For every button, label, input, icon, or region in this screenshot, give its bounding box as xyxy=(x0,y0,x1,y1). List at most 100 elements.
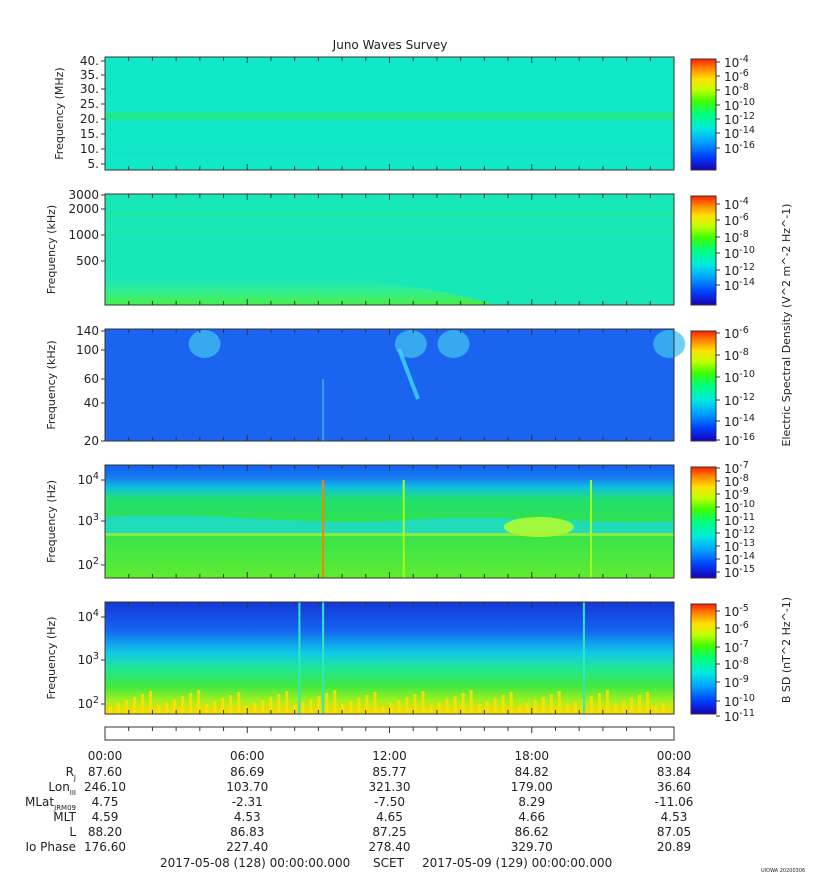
ephemeris-value: 4.59 xyxy=(92,810,119,824)
time-label: 00:00 xyxy=(657,749,692,763)
low-frequency-spike xyxy=(421,691,425,714)
low-frequency-spike xyxy=(157,705,161,714)
low-frequency-spike xyxy=(197,690,201,714)
y-tick-label: 103 xyxy=(78,512,99,528)
colorbar-label: Electric Spectral Density (V^2 m^-2 Hz^-… xyxy=(780,204,793,447)
y-tick-label: 5. xyxy=(88,157,99,171)
low-frequency-spike xyxy=(613,704,617,714)
colorbar-tick-label: 10-14 xyxy=(724,125,755,141)
ephemeris-value: 36.60 xyxy=(657,780,691,794)
ephemeris-value: 321.30 xyxy=(369,780,411,794)
colorbar-tick-label: 10-7 xyxy=(724,460,749,476)
colorbar-tick-label: 10-12 xyxy=(724,392,755,408)
spectrogram-panel-4: 104 103 102 Frequency (Hz) 10-710-810-910-10… xyxy=(45,460,755,580)
ephemeris-value: 87.05 xyxy=(657,825,691,839)
y-tick-label: 100 xyxy=(76,343,99,357)
ephemeris-value: 8.29 xyxy=(518,795,545,809)
ephemeris-value: 86.83 xyxy=(230,825,264,839)
ephemeris-value: -7.50 xyxy=(374,795,405,809)
low-frequency-spike xyxy=(517,706,521,714)
low-frequency-spike xyxy=(637,695,641,714)
low-frequency-spike xyxy=(445,699,449,714)
footer-end: 2017-05-09 (129) 00:00:00.000 xyxy=(422,856,612,870)
colorbar-label: B SD (nT^2 Hz^-1) xyxy=(780,597,793,703)
low-frequency-spike xyxy=(181,696,185,714)
low-frequency-spike xyxy=(125,700,129,714)
low-frequency-spike xyxy=(149,691,153,714)
ephemeris-value: 85.77 xyxy=(372,765,406,779)
radio-burst xyxy=(188,330,221,358)
emission-band xyxy=(105,533,674,536)
y-axis-label: Frequency (Hz) xyxy=(45,617,58,700)
low-frequency-spike xyxy=(293,705,297,714)
low-frequency-spike xyxy=(437,702,441,714)
low-frequency-spike xyxy=(509,692,513,714)
ephemeris-row-label: MLT xyxy=(53,810,76,824)
low-frequency-spike xyxy=(501,695,505,714)
low-frequency-spike xyxy=(117,703,121,714)
ephemeris-value: 4.53 xyxy=(661,810,688,824)
ephemeris-value: 329.70 xyxy=(511,840,553,854)
ephemeris-value: 4.65 xyxy=(376,810,403,824)
ephemeris-row-label: L xyxy=(69,825,76,839)
low-frequency-spike xyxy=(589,696,593,714)
figure-title: Juno Waves Survey xyxy=(332,38,448,52)
ephemeris-value: 4.66 xyxy=(518,810,545,824)
low-frequency-spike xyxy=(277,694,281,714)
low-frequency-spike xyxy=(261,700,265,714)
colorbar-tick-label: 10-14 xyxy=(724,277,755,293)
footer-scet: SCET xyxy=(373,856,405,870)
low-frequency-spike xyxy=(565,705,569,714)
low-frequency-spike xyxy=(573,702,577,714)
low-frequency-spike xyxy=(461,693,465,714)
colorbar-tick-label: 10-8 xyxy=(724,82,749,98)
low-frequency-spike xyxy=(541,697,545,714)
y-tick-label: 35. xyxy=(80,68,99,82)
colorbar-tick-label: 10-8 xyxy=(724,229,749,245)
y-tick-label: 103 xyxy=(78,651,99,667)
low-frequency-spike xyxy=(269,697,273,714)
low-frequency-spike xyxy=(109,706,112,714)
ephemeris-row-label: LonIII xyxy=(48,780,76,797)
colorbar-tick-label: 10-16 xyxy=(724,432,755,448)
spectrogram-panel-3: 140 100 60 40 20 Frequency (kHz) 10-6 10-8 10-10… xyxy=(45,324,755,448)
y-tick-label: 30. xyxy=(80,82,99,96)
y-tick-label: 60 xyxy=(84,372,99,386)
low-frequency-spike xyxy=(357,698,361,714)
ephemeris-row-label: MLatJRM09 xyxy=(25,795,76,812)
radio-burst xyxy=(437,330,470,358)
colorbar-tick-label: 10-5 xyxy=(724,603,749,619)
colorbar: 10-710-810-910-1010-1110-1210-1310-1410-… xyxy=(690,460,755,580)
colorbar-tick-label: 10-14 xyxy=(724,413,755,429)
low-frequency-spike xyxy=(621,701,625,714)
ephemeris-value: 176.60 xyxy=(84,840,126,854)
radio-burst xyxy=(653,330,686,358)
low-frequency-spike xyxy=(285,691,289,714)
y-tick-label: 3000 xyxy=(68,188,99,202)
colorbar-tick-label: 10-9 xyxy=(724,486,749,502)
colorbar-tick-label: 10-6 xyxy=(724,212,749,228)
low-frequency-spike xyxy=(365,695,369,714)
ephemeris-value: 278.40 xyxy=(369,840,411,854)
colorbar-scale xyxy=(690,466,717,579)
colorbar-tick-label: 10-16 xyxy=(724,140,755,156)
colorbar-tick-label: 10-12 xyxy=(724,262,755,278)
colorbar-tick-label: 10-12 xyxy=(724,111,755,127)
radio-burst xyxy=(394,330,427,358)
low-frequency-spike xyxy=(189,693,193,714)
low-frequency-spike xyxy=(389,703,393,714)
low-frequency-spike xyxy=(477,704,481,714)
low-frequency-spike xyxy=(381,706,385,714)
low-frequency-spike xyxy=(453,696,457,714)
low-frequency-spike xyxy=(221,698,225,714)
y-tick-label: 104 xyxy=(78,608,99,624)
low-frequency-emission xyxy=(105,274,495,305)
colorbar: 10-6 10-8 10-10 10-12 10-14 10-16 xyxy=(690,325,755,448)
y-axis-label: Frequency (MHz) xyxy=(53,67,66,159)
low-frequency-spike xyxy=(253,703,257,714)
low-frequency-spike xyxy=(661,703,665,714)
